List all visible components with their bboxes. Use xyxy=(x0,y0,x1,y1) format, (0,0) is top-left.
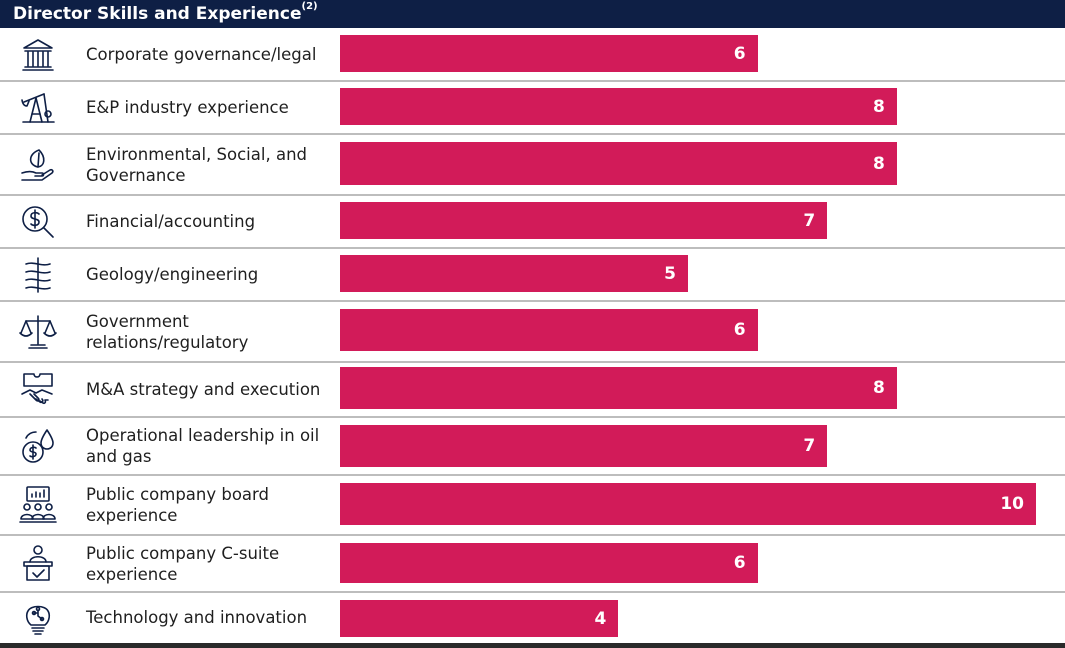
dollar-magnifier-icon xyxy=(18,202,58,242)
row-divider xyxy=(0,591,1065,593)
row-divider xyxy=(0,133,1065,135)
bar: 5 xyxy=(340,255,688,292)
category-label: Public company C-suite experience xyxy=(86,543,280,584)
row-divider xyxy=(0,474,1065,476)
bar: 6 xyxy=(340,35,758,72)
bar-value-label: 8 xyxy=(872,96,885,117)
bar-value-label: 6 xyxy=(733,43,746,64)
bar: 8 xyxy=(340,88,897,125)
bar: 8 xyxy=(340,142,897,185)
category-label: Technology and innovation xyxy=(86,608,308,627)
row-divider xyxy=(0,247,1065,249)
leaf-hand-icon xyxy=(18,145,58,185)
bar: 4 xyxy=(340,600,619,637)
executive-podium-icon xyxy=(18,544,58,584)
row-divider xyxy=(0,80,1065,82)
courthouse-icon xyxy=(18,35,58,75)
chart-title-footnote: (2) xyxy=(301,1,318,12)
category-label: Corporate governance/legal xyxy=(86,45,317,64)
bar-value-label: 4 xyxy=(594,608,607,629)
row-divider xyxy=(0,194,1065,196)
bar-value-label: 10 xyxy=(1000,494,1024,514)
bar: 10 xyxy=(340,483,1036,525)
bar: 6 xyxy=(340,309,758,351)
category-label: E&P industry experience xyxy=(86,98,289,117)
row-divider xyxy=(0,534,1065,536)
bar-value-label: 7 xyxy=(803,436,816,456)
oil-drop-dollar-icon xyxy=(18,426,58,466)
bottom-rule xyxy=(0,643,1065,648)
row-divider xyxy=(0,416,1065,418)
lightbulb-circuit-icon xyxy=(18,598,58,638)
category-label: M&A strategy and execution xyxy=(86,380,321,399)
bar-value-label: 8 xyxy=(872,378,885,398)
row-divider xyxy=(0,361,1065,363)
bar-value-label: 7 xyxy=(803,210,816,231)
category-label: Geology/engineering xyxy=(86,265,259,284)
layers-drill-icon xyxy=(18,255,58,295)
category-label: Government relations/regulatory xyxy=(86,311,249,352)
chart-title: Director Skills and Experience(2) xyxy=(0,0,1065,28)
row-divider xyxy=(0,300,1065,302)
bar-value-label: 5 xyxy=(664,263,676,284)
handshake-puzzle-icon xyxy=(18,370,58,410)
board-meeting-icon xyxy=(18,485,58,525)
bar-value-label: 6 xyxy=(733,553,746,573)
bar: 6 xyxy=(340,543,758,583)
bar-value-label: 8 xyxy=(872,153,885,174)
bar-value-label: 6 xyxy=(733,320,746,340)
chart-title-text: Director Skills and Experience xyxy=(13,4,302,24)
bar: 7 xyxy=(340,425,828,467)
category-label: Environmental, Social, and Governance xyxy=(86,144,307,185)
bar: 7 xyxy=(340,202,828,239)
scales-icon xyxy=(18,312,58,352)
bar: 8 xyxy=(340,367,897,409)
category-label: Financial/accounting xyxy=(86,212,256,231)
category-label: Public company board experience xyxy=(86,485,270,525)
category-label: Operational leadership in oil and gas xyxy=(86,426,320,466)
pumpjack-icon xyxy=(18,88,58,128)
